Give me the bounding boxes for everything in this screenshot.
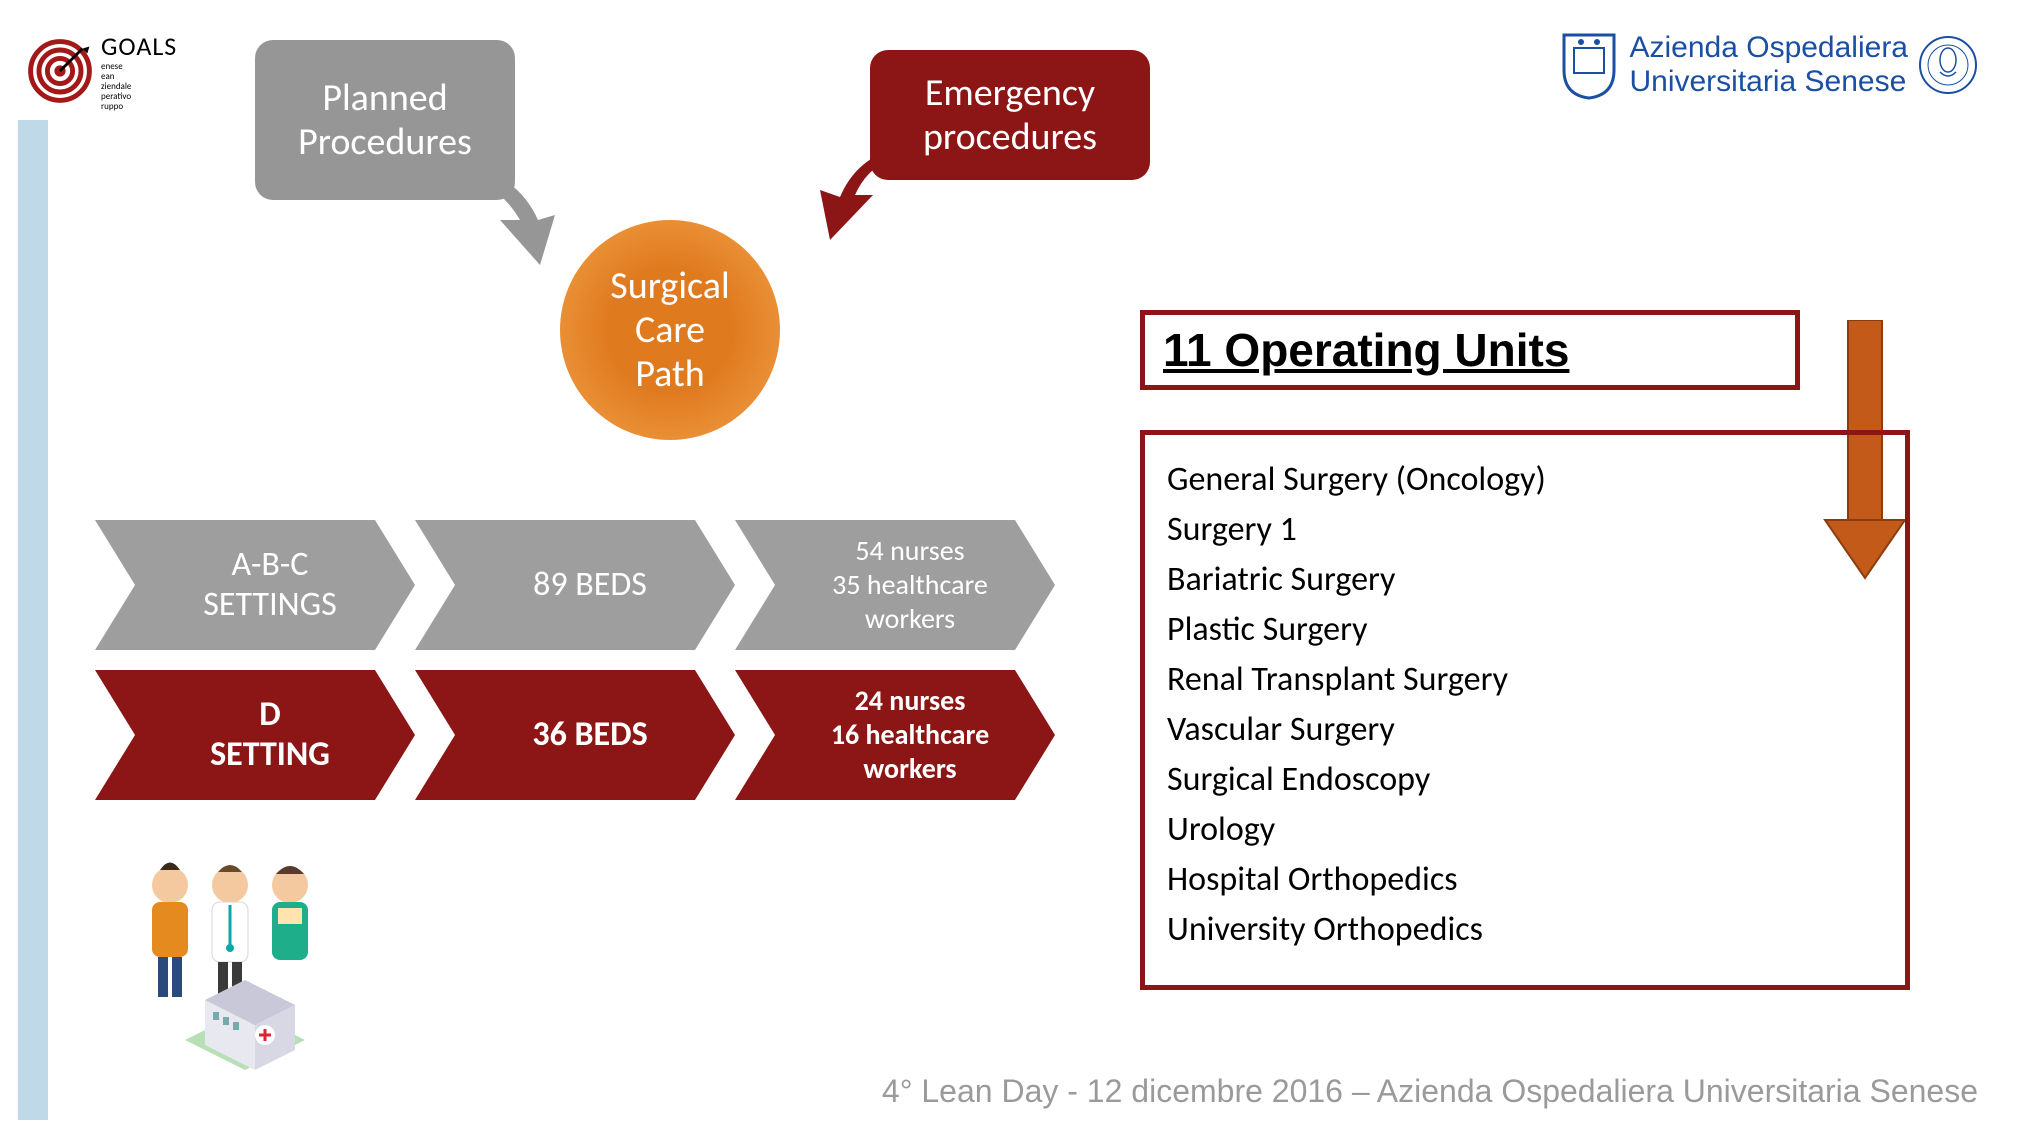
circle-line3: Path: [635, 351, 704, 397]
emergency-line2: procedures: [923, 114, 1097, 160]
operating-units-list: General Surgery (Oncology) Surgery 1 Bar…: [1140, 430, 1910, 990]
ops-item: Surgical Endoscopy: [1167, 755, 1883, 805]
people-hospital-icon: [130, 850, 350, 1080]
azienda-logo: Azienda Ospedaliera Universitaria Senese: [1559, 30, 1978, 100]
planned-callout: Planned Procedures: [255, 40, 515, 200]
ops-item: Urology: [1167, 805, 1883, 855]
azienda-line2: Universitaria Senese: [1629, 65, 1908, 99]
chevron-24-nurses: 24 nurses 16 healthcare workers: [735, 670, 1055, 800]
chevron-54-nurses: 54 nurses 35 healthcare workers: [735, 520, 1055, 650]
azienda-shield-icon: [1559, 30, 1619, 100]
goals-title: GOALS: [101, 30, 177, 62]
ops-item: Plastic Surgery: [1167, 605, 1883, 655]
chevron-d-setting: D SETTING: [95, 670, 415, 800]
goals-logo: GOALS enese ean ziendale perativo ruppo: [25, 30, 177, 112]
ops-item: General Surgery (Oncology): [1167, 455, 1883, 505]
planned-line1: Planned: [322, 75, 447, 121]
circle-line1: Surgical: [610, 263, 729, 309]
azienda-seal-icon: [1918, 30, 1978, 100]
planned-line2: Procedures: [298, 119, 472, 165]
chevron-row-abc: A-B-C SETTINGS 89 BEDS 54 nurses 35 heal…: [95, 520, 1055, 650]
circle-line2: Care: [635, 307, 705, 353]
goals-spiral-icon: [25, 36, 95, 106]
ops-item: Bariatric Surgery: [1167, 555, 1883, 605]
goals-sub: enese ean ziendale perativo ruppo: [101, 62, 177, 112]
chevron-36-beds: 36 BEDS: [415, 670, 735, 800]
emergency-line1: Emergency: [925, 70, 1095, 116]
emergency-callout: Emergency procedures: [870, 50, 1150, 180]
operating-units-title: 11 Operating Units: [1140, 310, 1800, 390]
planned-arrow-icon: [440, 165, 570, 275]
chevron-abc-settings: A-B-C SETTINGS: [95, 520, 415, 650]
ops-item: Vascular Surgery: [1167, 705, 1883, 755]
azienda-line1: Azienda Ospedaliera: [1629, 31, 1908, 65]
emergency-arrow-icon: [815, 145, 935, 245]
footer-text: 4° Lean Day - 12 dicembre 2016 – Azienda…: [0, 1073, 1978, 1110]
ops-item: Renal Transplant Surgery: [1167, 655, 1883, 705]
ops-item: Hospital Orthopedics: [1167, 855, 1883, 905]
ops-item: Surgery 1: [1167, 505, 1883, 555]
left-accent-bar: [18, 120, 48, 1120]
chevron-89-beds: 89 BEDS: [415, 520, 735, 650]
chevron-row-d: D SETTING 36 BEDS 24 nurses 16 healthcar…: [95, 670, 1055, 800]
surgical-care-circle: Surgical Care Path: [560, 220, 780, 440]
ops-item: University Orthopedics: [1167, 905, 1883, 955]
